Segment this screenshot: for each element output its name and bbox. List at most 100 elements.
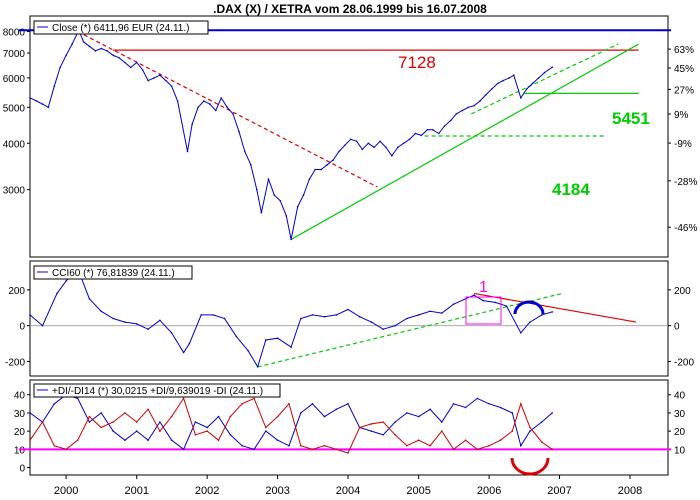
cci-highlight-box bbox=[465, 296, 502, 325]
data-point bbox=[53, 85, 56, 87]
data-point bbox=[335, 448, 338, 451]
data-point bbox=[29, 314, 31, 316]
data-point bbox=[41, 324, 44, 327]
annotation-7128: 7128 bbox=[398, 53, 436, 72]
y-tick-label-left: -200 bbox=[5, 357, 25, 368]
data-point bbox=[408, 138, 411, 141]
data-point bbox=[265, 426, 267, 429]
y-tick-label-left: 0 bbox=[19, 322, 25, 333]
data-point bbox=[159, 319, 161, 322]
series-line-0 bbox=[29, 28, 553, 240]
y-tick-label-right: -200 bbox=[674, 357, 694, 368]
data-point bbox=[437, 132, 440, 135]
data-point bbox=[88, 45, 91, 48]
data-point bbox=[300, 317, 302, 320]
data-point bbox=[508, 77, 511, 79]
x-axis: 2000 2001 2002 2003 2004 2005 2006 2007 2008 bbox=[54, 475, 642, 497]
data-point bbox=[300, 444, 302, 447]
data-point bbox=[241, 403, 243, 405]
data-point bbox=[288, 444, 290, 447]
data-point bbox=[147, 408, 149, 411]
data-point bbox=[238, 130, 240, 133]
y-tick-label-right: -46% bbox=[674, 223, 697, 234]
data-point bbox=[323, 444, 326, 447]
data-point bbox=[124, 412, 126, 414]
data-point bbox=[473, 294, 475, 297]
data-point bbox=[382, 328, 385, 331]
data-point bbox=[41, 421, 44, 423]
data-point bbox=[505, 305, 508, 307]
data-point bbox=[197, 106, 199, 109]
data-point bbox=[414, 132, 417, 135]
data-point bbox=[452, 303, 455, 306]
cci-panel-frame bbox=[29, 260, 669, 377]
data-point bbox=[525, 88, 528, 90]
data-point bbox=[135, 323, 138, 325]
y-tick-label-right: -28% bbox=[674, 177, 697, 188]
data-point bbox=[182, 448, 185, 451]
data-point bbox=[361, 148, 364, 151]
data-point bbox=[94, 50, 97, 52]
data-point bbox=[520, 97, 522, 99]
series-line-1 bbox=[29, 397, 553, 454]
data-point bbox=[541, 441, 543, 443]
data-point bbox=[118, 56, 120, 59]
data-point bbox=[391, 155, 393, 157]
data-point bbox=[88, 421, 91, 423]
data-point bbox=[29, 439, 31, 442]
data-point bbox=[370, 321, 373, 323]
data-point bbox=[215, 109, 217, 112]
x-tick-label: 2003 bbox=[265, 485, 289, 497]
y-tick-label-left: 20 bbox=[14, 427, 26, 438]
data-point bbox=[529, 430, 531, 432]
data-point bbox=[220, 97, 222, 99]
data-point bbox=[358, 426, 361, 429]
data-point bbox=[147, 328, 149, 331]
data-point bbox=[135, 430, 138, 432]
data-point bbox=[100, 426, 102, 429]
data-point bbox=[232, 113, 234, 115]
data-point bbox=[165, 79, 167, 82]
y-tick-label-right: 63% bbox=[674, 45, 694, 56]
data-point bbox=[76, 439, 79, 442]
data-point bbox=[406, 412, 408, 414]
data-point bbox=[311, 448, 314, 451]
data-point bbox=[394, 434, 396, 436]
data-point bbox=[499, 406, 502, 409]
data-point bbox=[170, 415, 173, 418]
data-point bbox=[253, 448, 255, 451]
data-point bbox=[449, 119, 452, 122]
data-point bbox=[373, 146, 375, 149]
data-point bbox=[452, 403, 455, 405]
data-point bbox=[65, 54, 67, 57]
price-legend: Close (*) 6411,96 EUR (24.11.) bbox=[52, 23, 189, 34]
data-point bbox=[311, 314, 314, 316]
data-point bbox=[314, 168, 317, 171]
data-point bbox=[323, 415, 326, 418]
data-point bbox=[335, 314, 338, 316]
cci-uptrend bbox=[257, 292, 563, 368]
data-point bbox=[520, 332, 522, 334]
cci-legend-box bbox=[33, 265, 193, 280]
x-tick-label: 2002 bbox=[195, 485, 219, 497]
data-point bbox=[212, 314, 214, 316]
data-point bbox=[482, 299, 484, 302]
data-point bbox=[229, 434, 232, 436]
data-point bbox=[112, 54, 114, 57]
data-point bbox=[273, 194, 276, 196]
data-point bbox=[112, 430, 114, 432]
data-point bbox=[124, 61, 126, 64]
data-point bbox=[349, 138, 352, 141]
data-point bbox=[382, 421, 385, 423]
y-tick-label-left: 0 bbox=[19, 464, 25, 475]
data-point bbox=[311, 403, 314, 405]
data-point bbox=[188, 342, 191, 345]
price-panel-frame bbox=[29, 15, 669, 258]
data-point bbox=[347, 308, 349, 311]
data-point bbox=[541, 314, 543, 316]
series-line-0 bbox=[29, 271, 553, 369]
data-point bbox=[335, 408, 338, 411]
cci-top-arc bbox=[513, 300, 545, 315]
data-point bbox=[347, 403, 349, 405]
